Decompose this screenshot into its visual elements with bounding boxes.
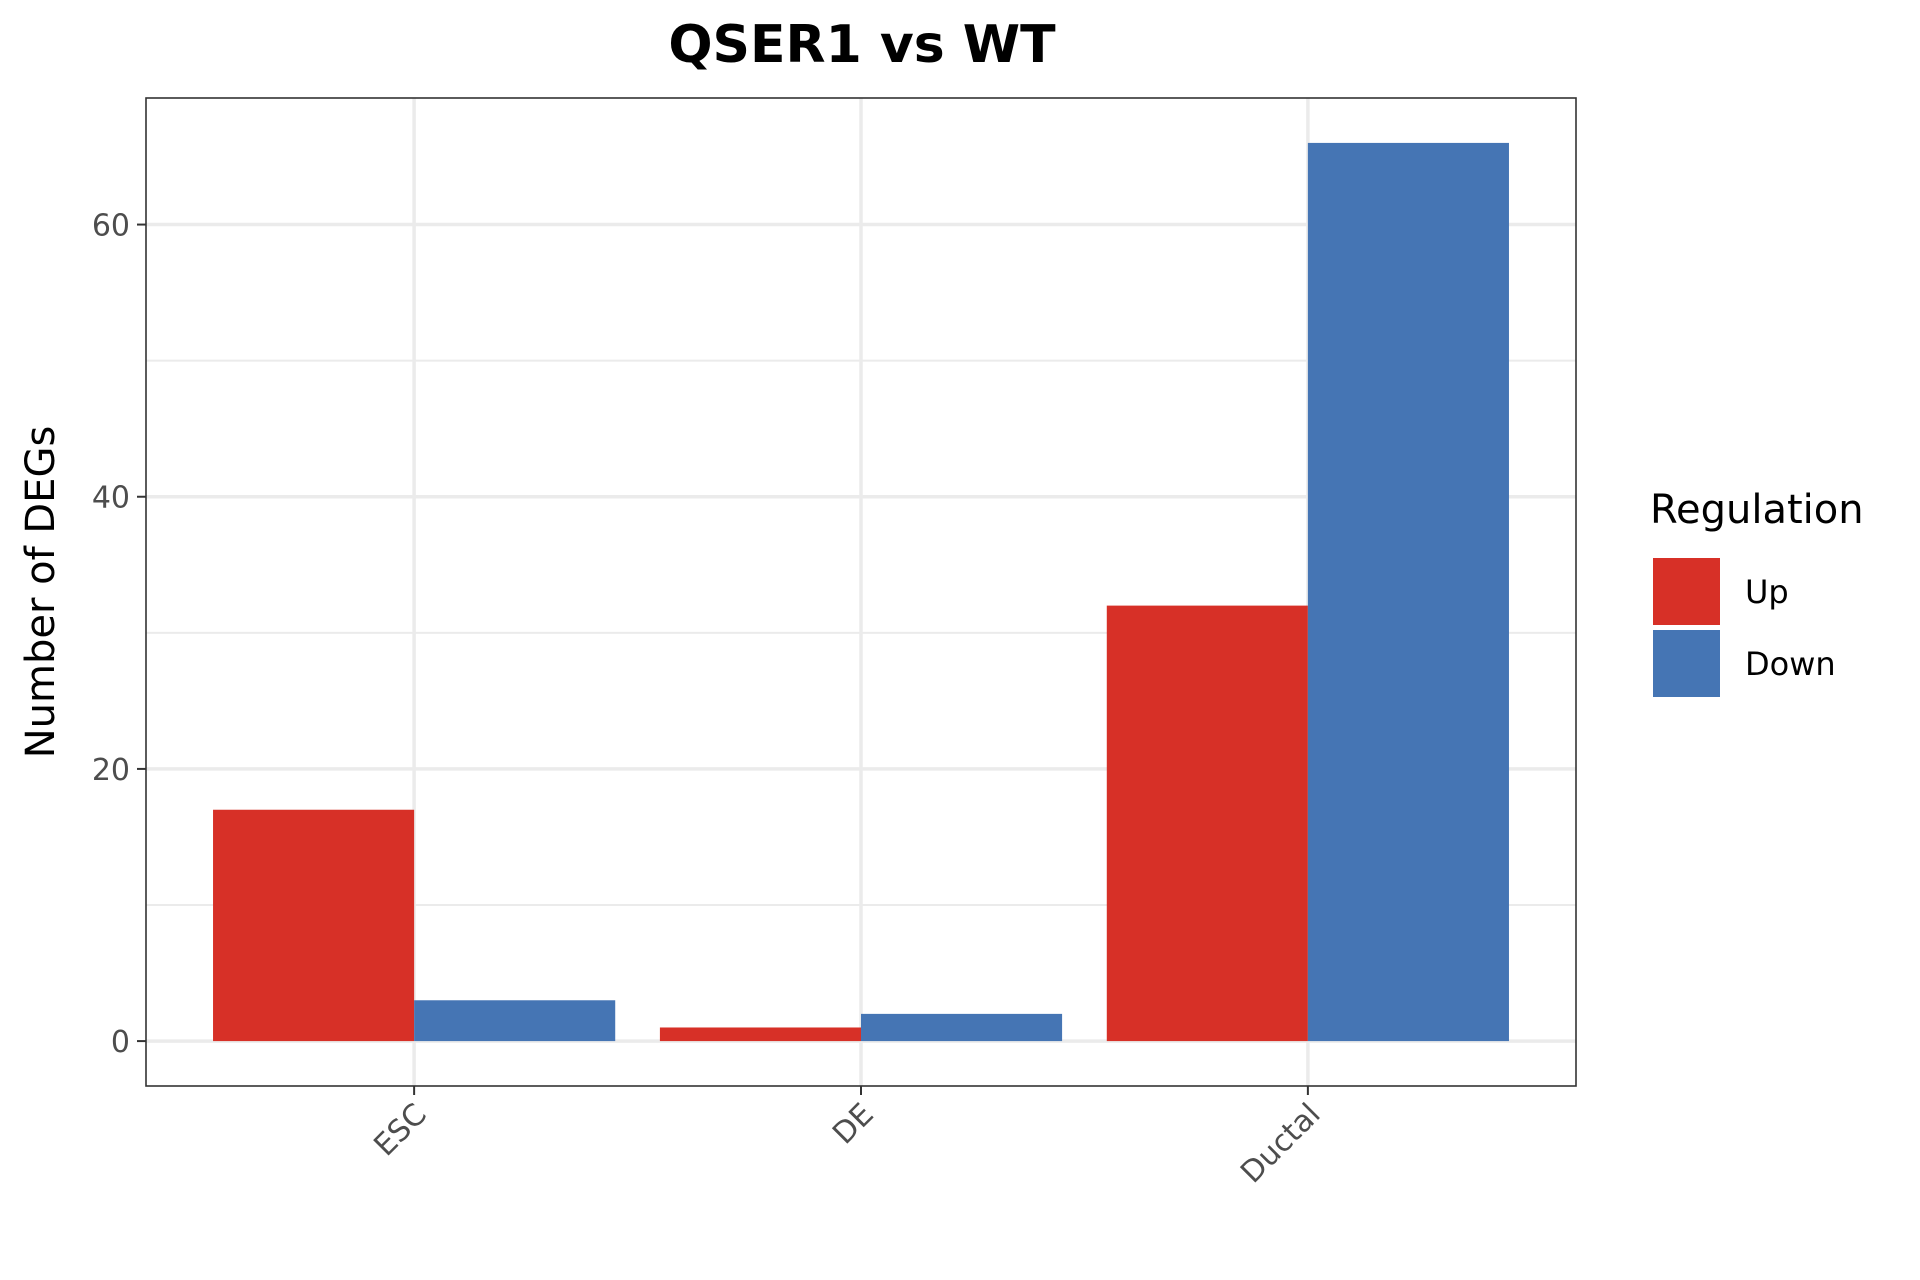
x-tick-label: DE	[826, 1097, 880, 1151]
y-tick-label: 60	[92, 209, 130, 244]
legend: Regulation Up Down	[1650, 487, 1864, 697]
x-tick-label: Ductal	[1234, 1097, 1327, 1190]
y-tick-label: 40	[92, 481, 130, 516]
legend-label-up: Up	[1745, 573, 1789, 611]
x-axis: ESC DE Ductal	[367, 1086, 1328, 1190]
bar-esc-up	[213, 809, 415, 1042]
y-tick-label: 0	[111, 1025, 130, 1060]
x-tick-label: ESC	[367, 1097, 433, 1163]
y-axis-label: Number of DEGs	[18, 426, 64, 759]
plot-area	[145, 97, 1577, 1087]
y-axis: 0 20 40 60	[92, 209, 146, 1060]
legend-title: Regulation	[1650, 487, 1864, 533]
bar-ductal-up	[1106, 605, 1308, 1042]
chart-title: QSER1 vs WT	[668, 15, 1056, 75]
legend-key-up	[1653, 558, 1720, 625]
bar-de-down	[861, 1013, 1063, 1042]
bar-esc-down	[414, 1000, 616, 1042]
y-tick-label: 20	[92, 753, 130, 788]
legend-label-down: Down	[1745, 645, 1836, 683]
bar-ductal-down	[1307, 142, 1509, 1042]
bar-de-up	[659, 1027, 861, 1042]
bars	[213, 142, 1509, 1042]
legend-key-down	[1653, 630, 1720, 697]
